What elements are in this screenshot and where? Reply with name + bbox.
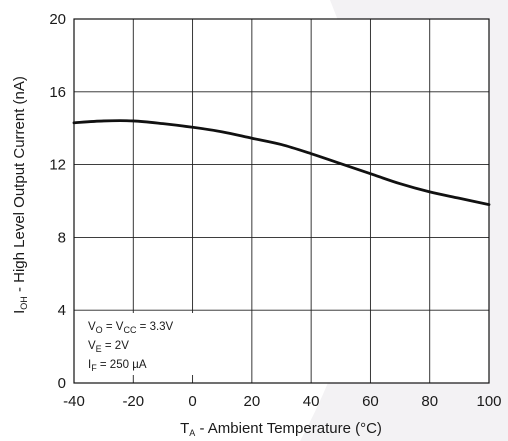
x-tick-label: 40 — [303, 393, 320, 410]
x-tick-label: 20 — [244, 393, 261, 410]
x-tick-label: 0 — [188, 393, 196, 410]
condition-line: IF = 250 µA — [88, 359, 147, 373]
y-tick-label: 16 — [49, 84, 66, 101]
x-tick-label: 80 — [421, 393, 438, 410]
x-tick-label: -20 — [122, 393, 144, 410]
x-tick-label: -40 — [63, 393, 85, 410]
x-axis-title: TA - Ambient Temperature (°C) — [180, 420, 382, 438]
y-axis-title: IOH - High Level Output Current (nA) — [11, 76, 29, 314]
x-tick-labels: -40 -20 0 20 40 60 80 100 — [63, 393, 501, 410]
condition-line: VO = VCC = 3.3V — [88, 321, 174, 335]
series-line — [72, 119, 491, 207]
y-tick-label: 4 — [58, 302, 66, 319]
conditions-annotation: VO = VCC = 3.3V VE = 2V IF = 250 µA — [84, 313, 212, 375]
condition-line: VE = 2V — [88, 340, 129, 354]
x-tick-label: 60 — [362, 393, 379, 410]
y-tick-label: 8 — [58, 229, 66, 246]
x-tick-label: 100 — [476, 393, 501, 410]
y-tick-label: 12 — [49, 157, 66, 174]
conditions-box — [84, 313, 212, 375]
y-tick-label: 0 — [58, 375, 66, 392]
y-tick-label: 20 — [49, 11, 66, 28]
plot-frame — [73, 18, 490, 384]
y-tick-labels: 0 4 8 12 16 20 — [49, 11, 66, 392]
curve-layer — [72, 119, 491, 207]
